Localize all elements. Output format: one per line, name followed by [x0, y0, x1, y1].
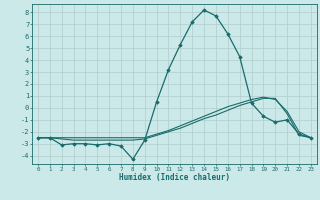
X-axis label: Humidex (Indice chaleur): Humidex (Indice chaleur) [119, 173, 230, 182]
